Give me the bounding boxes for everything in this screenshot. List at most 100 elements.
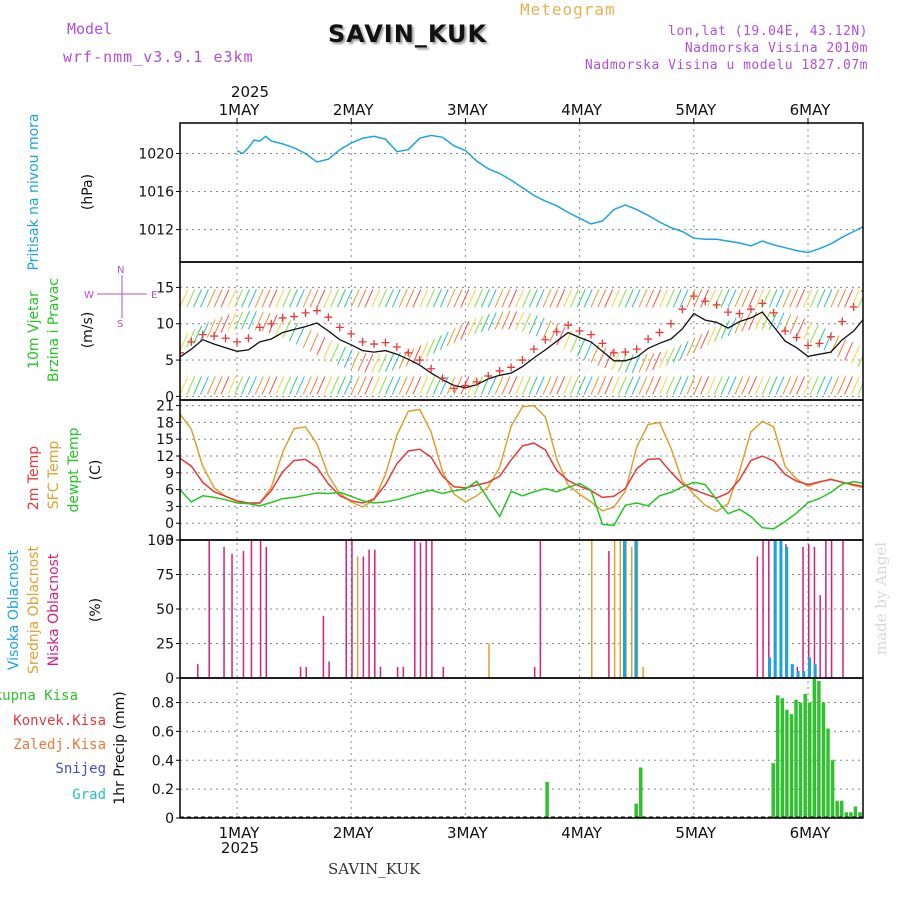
panel-frame-2 (179, 399, 864, 541)
wind-gust-marker (472, 377, 481, 386)
precip-bar (830, 760, 835, 818)
wind-direction-arrow (844, 376, 854, 395)
cloud-bar (351, 540, 353, 678)
wind-direction-arrow (419, 289, 429, 308)
meteogram-label: Meteogram (520, 0, 616, 19)
wind-direction-arrow (631, 376, 641, 395)
wind-direction-arrow (823, 289, 833, 308)
wind-direction-arrow (796, 289, 806, 308)
gridlines (176, 118, 863, 819)
cloud-bar (819, 595, 821, 678)
wind-gust-marker (632, 345, 641, 354)
cloud-bar (250, 540, 253, 678)
wind-direction-arrow (570, 289, 579, 308)
wind-direction-arrow (617, 353, 627, 372)
wind-gust-marker (324, 313, 333, 322)
wind-direction-arrow (412, 289, 422, 308)
wind-direction-arrow (844, 289, 854, 308)
wind-direction-arrow (631, 289, 641, 308)
wind-direction-arrow (879, 354, 887, 372)
wind-direction-arrow (679, 341, 689, 360)
wind-gust-marker (449, 384, 458, 393)
wind-direction-arrow (302, 329, 312, 349)
wind-direction-arrow (872, 353, 880, 371)
cloud-bar (419, 542, 422, 678)
wind-direction-arrow (405, 348, 415, 367)
wind-direction-arrow (576, 337, 586, 357)
wind-speed-line (180, 311, 863, 389)
model-name: wrf-nmm_v3.9.1 e3km (63, 48, 254, 66)
cloud-bar (613, 540, 616, 678)
bar-marks (180, 289, 887, 818)
wind-direction-arrow (220, 376, 230, 395)
y-tick-label: 0.8 (152, 696, 174, 712)
wind-gust-marker (187, 337, 196, 346)
y-tick-label: 25 (156, 637, 174, 653)
y-tick-label: 21 (156, 399, 174, 415)
wind-direction-arrow (467, 289, 477, 308)
wind-direction-arrow (748, 376, 758, 395)
wind-direction-arrow (241, 289, 251, 308)
wind-direction-arrow (350, 351, 360, 370)
wind-direction-legend: N W E S (84, 265, 157, 330)
wind-direction-arrow (865, 376, 873, 394)
wind-direction-arrow (713, 323, 723, 342)
wind-direction-arrow (879, 289, 887, 307)
cloud-bar (768, 657, 772, 678)
cloud-bar (802, 546, 804, 678)
wind-direction-arrow (268, 376, 278, 395)
wind-direction-arrow (549, 289, 559, 308)
t2m-line (180, 442, 863, 504)
wind-direction-arrow (357, 352, 367, 372)
wind-gust-marker (438, 374, 447, 383)
cloud-bar (242, 551, 245, 678)
cloud-unit: (%) (88, 598, 104, 622)
wind-direction-arrow (556, 327, 566, 346)
wind-direction-arrow (309, 289, 319, 308)
cloud-bar (830, 540, 833, 678)
wind-gust-marker (655, 328, 664, 337)
wind-direction-arrow (748, 311, 758, 331)
wind-direction-arrow (775, 289, 785, 308)
wind-direction-arrow (693, 334, 703, 353)
precip-unit: 1hr Precip (mm) (112, 691, 128, 804)
wind-direction-arrow (453, 376, 463, 395)
wind-direction-arrow (261, 312, 271, 332)
wind-direction-arrow (597, 376, 607, 395)
wind-direction-arrow (426, 289, 436, 308)
wind-gust-marker (541, 335, 550, 344)
wind-direction-arrow (850, 345, 860, 364)
wind-direction-arrow (528, 315, 538, 334)
precip-bar (638, 767, 643, 818)
wind-direction-arrow (227, 376, 237, 395)
wind-direction-arrow (850, 289, 860, 308)
wind-direction-arrow (583, 289, 593, 308)
wind-direction-arrow (515, 311, 525, 331)
wind-direction-arrow (809, 376, 819, 395)
wind-direction-arrow (385, 289, 394, 308)
wind-direction-arrow (686, 376, 696, 395)
cloud-bar (762, 540, 764, 678)
wind-direction-arrow (782, 376, 792, 395)
wind-direction-arrow (419, 376, 429, 395)
wind-direction-arrow (522, 376, 531, 395)
precip-bar (821, 702, 826, 818)
wind-direction-arrow (323, 289, 333, 308)
wind-gust-marker (507, 363, 516, 372)
wind-direction-arrow (597, 347, 607, 366)
y-tick-label: 0.4 (152, 753, 174, 769)
wind-direction-arrow (426, 338, 436, 358)
altitude-label: Nadmorska Visina 2010m (684, 41, 868, 56)
wind-direction-arrow (761, 310, 771, 330)
line-marks (180, 134, 863, 530)
wind-direction-arrow (872, 289, 880, 307)
cloud-bar (442, 666, 445, 678)
wind-direction-arrow (350, 376, 360, 395)
wind-gust-marker (392, 342, 401, 351)
wind-direction-arrow (659, 376, 668, 395)
wind-gust-marker (529, 345, 538, 354)
wind-direction-arrow (247, 311, 257, 330)
y-tick-label: 50 (156, 602, 174, 618)
cloud-bar (299, 666, 302, 678)
wind-direction-arrow (186, 376, 196, 395)
